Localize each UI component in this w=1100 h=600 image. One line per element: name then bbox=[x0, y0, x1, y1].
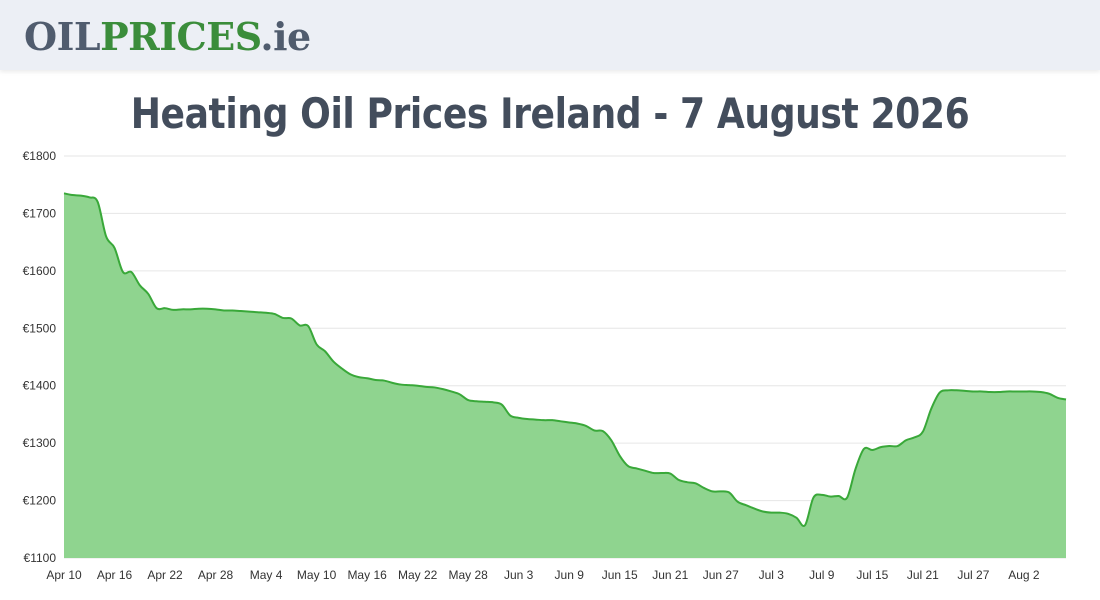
x-tick-label: Jul 9 bbox=[809, 568, 835, 582]
x-tick-label: Apr 10 bbox=[46, 568, 82, 582]
y-tick-label: €1600 bbox=[23, 264, 57, 278]
x-tick-label: Jun 9 bbox=[555, 568, 585, 582]
x-tick-label: Aug 2 bbox=[1008, 568, 1040, 582]
x-tick-label: Apr 16 bbox=[97, 568, 133, 582]
x-tick-label: Jun 27 bbox=[703, 568, 739, 582]
x-tick-label: Jul 15 bbox=[856, 568, 888, 582]
x-tick-label: Jul 27 bbox=[957, 568, 989, 582]
y-tick-label: €1400 bbox=[23, 379, 57, 393]
logo-text-oil: OIL bbox=[24, 14, 101, 59]
y-tick-label: €1200 bbox=[23, 494, 57, 508]
x-tick-label: Jul 21 bbox=[907, 568, 939, 582]
site-logo[interactable]: OILPRICES.ie bbox=[24, 14, 311, 60]
header-bar: OILPRICES.ie bbox=[0, 0, 1100, 70]
x-tick-label: May 28 bbox=[448, 568, 488, 582]
y-tick-label: €1800 bbox=[23, 149, 57, 163]
x-tick-label: May 4 bbox=[250, 568, 283, 582]
y-tick-label: €1300 bbox=[23, 436, 57, 450]
x-tick-label: Jun 15 bbox=[602, 568, 638, 582]
price-line bbox=[63, 192, 1067, 527]
x-tick-label: May 10 bbox=[297, 568, 337, 582]
x-tick-label: Jun 3 bbox=[504, 568, 534, 582]
x-tick-label: Apr 22 bbox=[147, 568, 183, 582]
y-tick-label: €1700 bbox=[23, 206, 57, 220]
x-tick-label: Jun 21 bbox=[652, 568, 688, 582]
price-area bbox=[64, 193, 1066, 558]
y-tick-label: €1500 bbox=[23, 321, 57, 335]
page-title: Heating Oil Prices Ireland - 7 August 20… bbox=[130, 89, 970, 138]
x-tick-label: Apr 28 bbox=[198, 568, 234, 582]
logo-text-ie: .ie bbox=[260, 14, 311, 59]
x-tick-label: May 22 bbox=[398, 568, 438, 582]
y-tick-label: €1100 bbox=[24, 551, 57, 565]
x-tick-label: May 16 bbox=[347, 568, 387, 582]
x-tick-label: Jul 3 bbox=[759, 568, 785, 582]
logo-text-prices: PRICES bbox=[100, 14, 261, 59]
